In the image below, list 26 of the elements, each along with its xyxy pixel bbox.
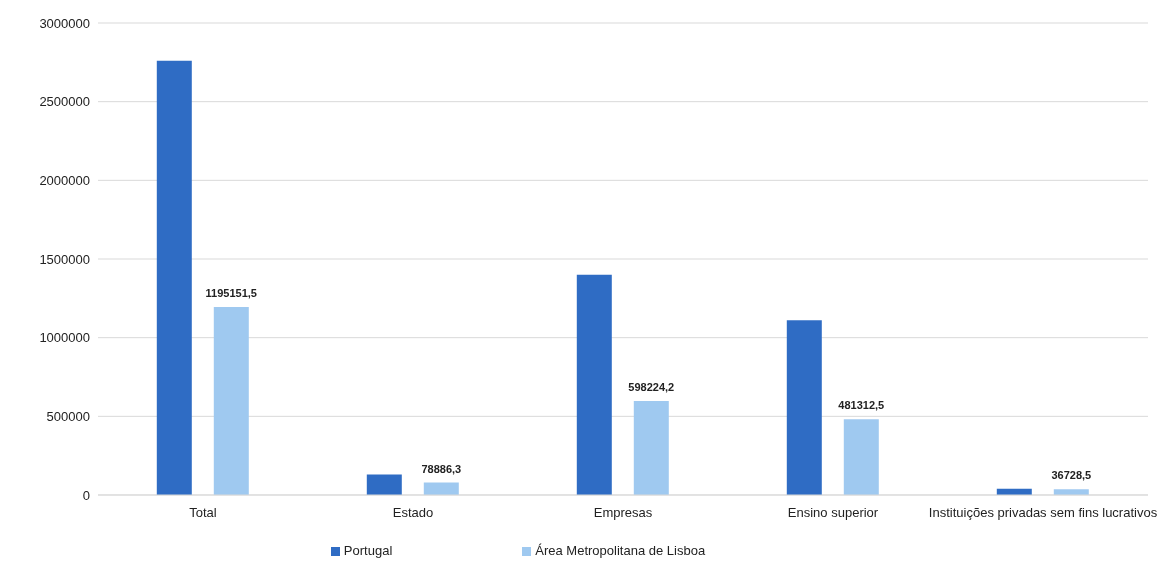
y-tick-label: 3000000	[39, 15, 90, 31]
x-tick-label: Estado	[392, 505, 434, 520]
bar	[786, 320, 822, 495]
bar	[843, 419, 879, 495]
legend-label: Área Metropolitana de Lisboa	[535, 543, 706, 558]
data-label: 78886,3	[421, 462, 462, 475]
y-tick-label: 500000	[46, 408, 90, 424]
data-label: 36728,5	[1051, 469, 1092, 482]
x-tick-label: Ensino superior	[787, 505, 879, 520]
x-tick-label: Instituições privadas sem fins lucrativos	[928, 505, 1158, 520]
bar	[633, 400, 669, 495]
data-label: 1195151,5	[205, 286, 257, 299]
y-tick-label: 2000000	[39, 172, 90, 188]
bar	[156, 60, 192, 495]
legend-label: Portugal	[343, 543, 393, 558]
y-tick-label: 1000000	[39, 330, 90, 346]
bar	[213, 306, 249, 495]
y-tick-label: 0	[82, 487, 90, 503]
x-tick-label: Empresas	[593, 505, 653, 520]
y-tick-label: 1500000	[39, 251, 90, 267]
bar	[576, 274, 612, 495]
data-label: 598224,2	[628, 380, 675, 393]
x-tick-label: Total	[189, 505, 217, 520]
data-label: 481312,5	[838, 399, 885, 412]
bar	[366, 474, 402, 495]
y-tick-label: 2500000	[39, 94, 90, 110]
